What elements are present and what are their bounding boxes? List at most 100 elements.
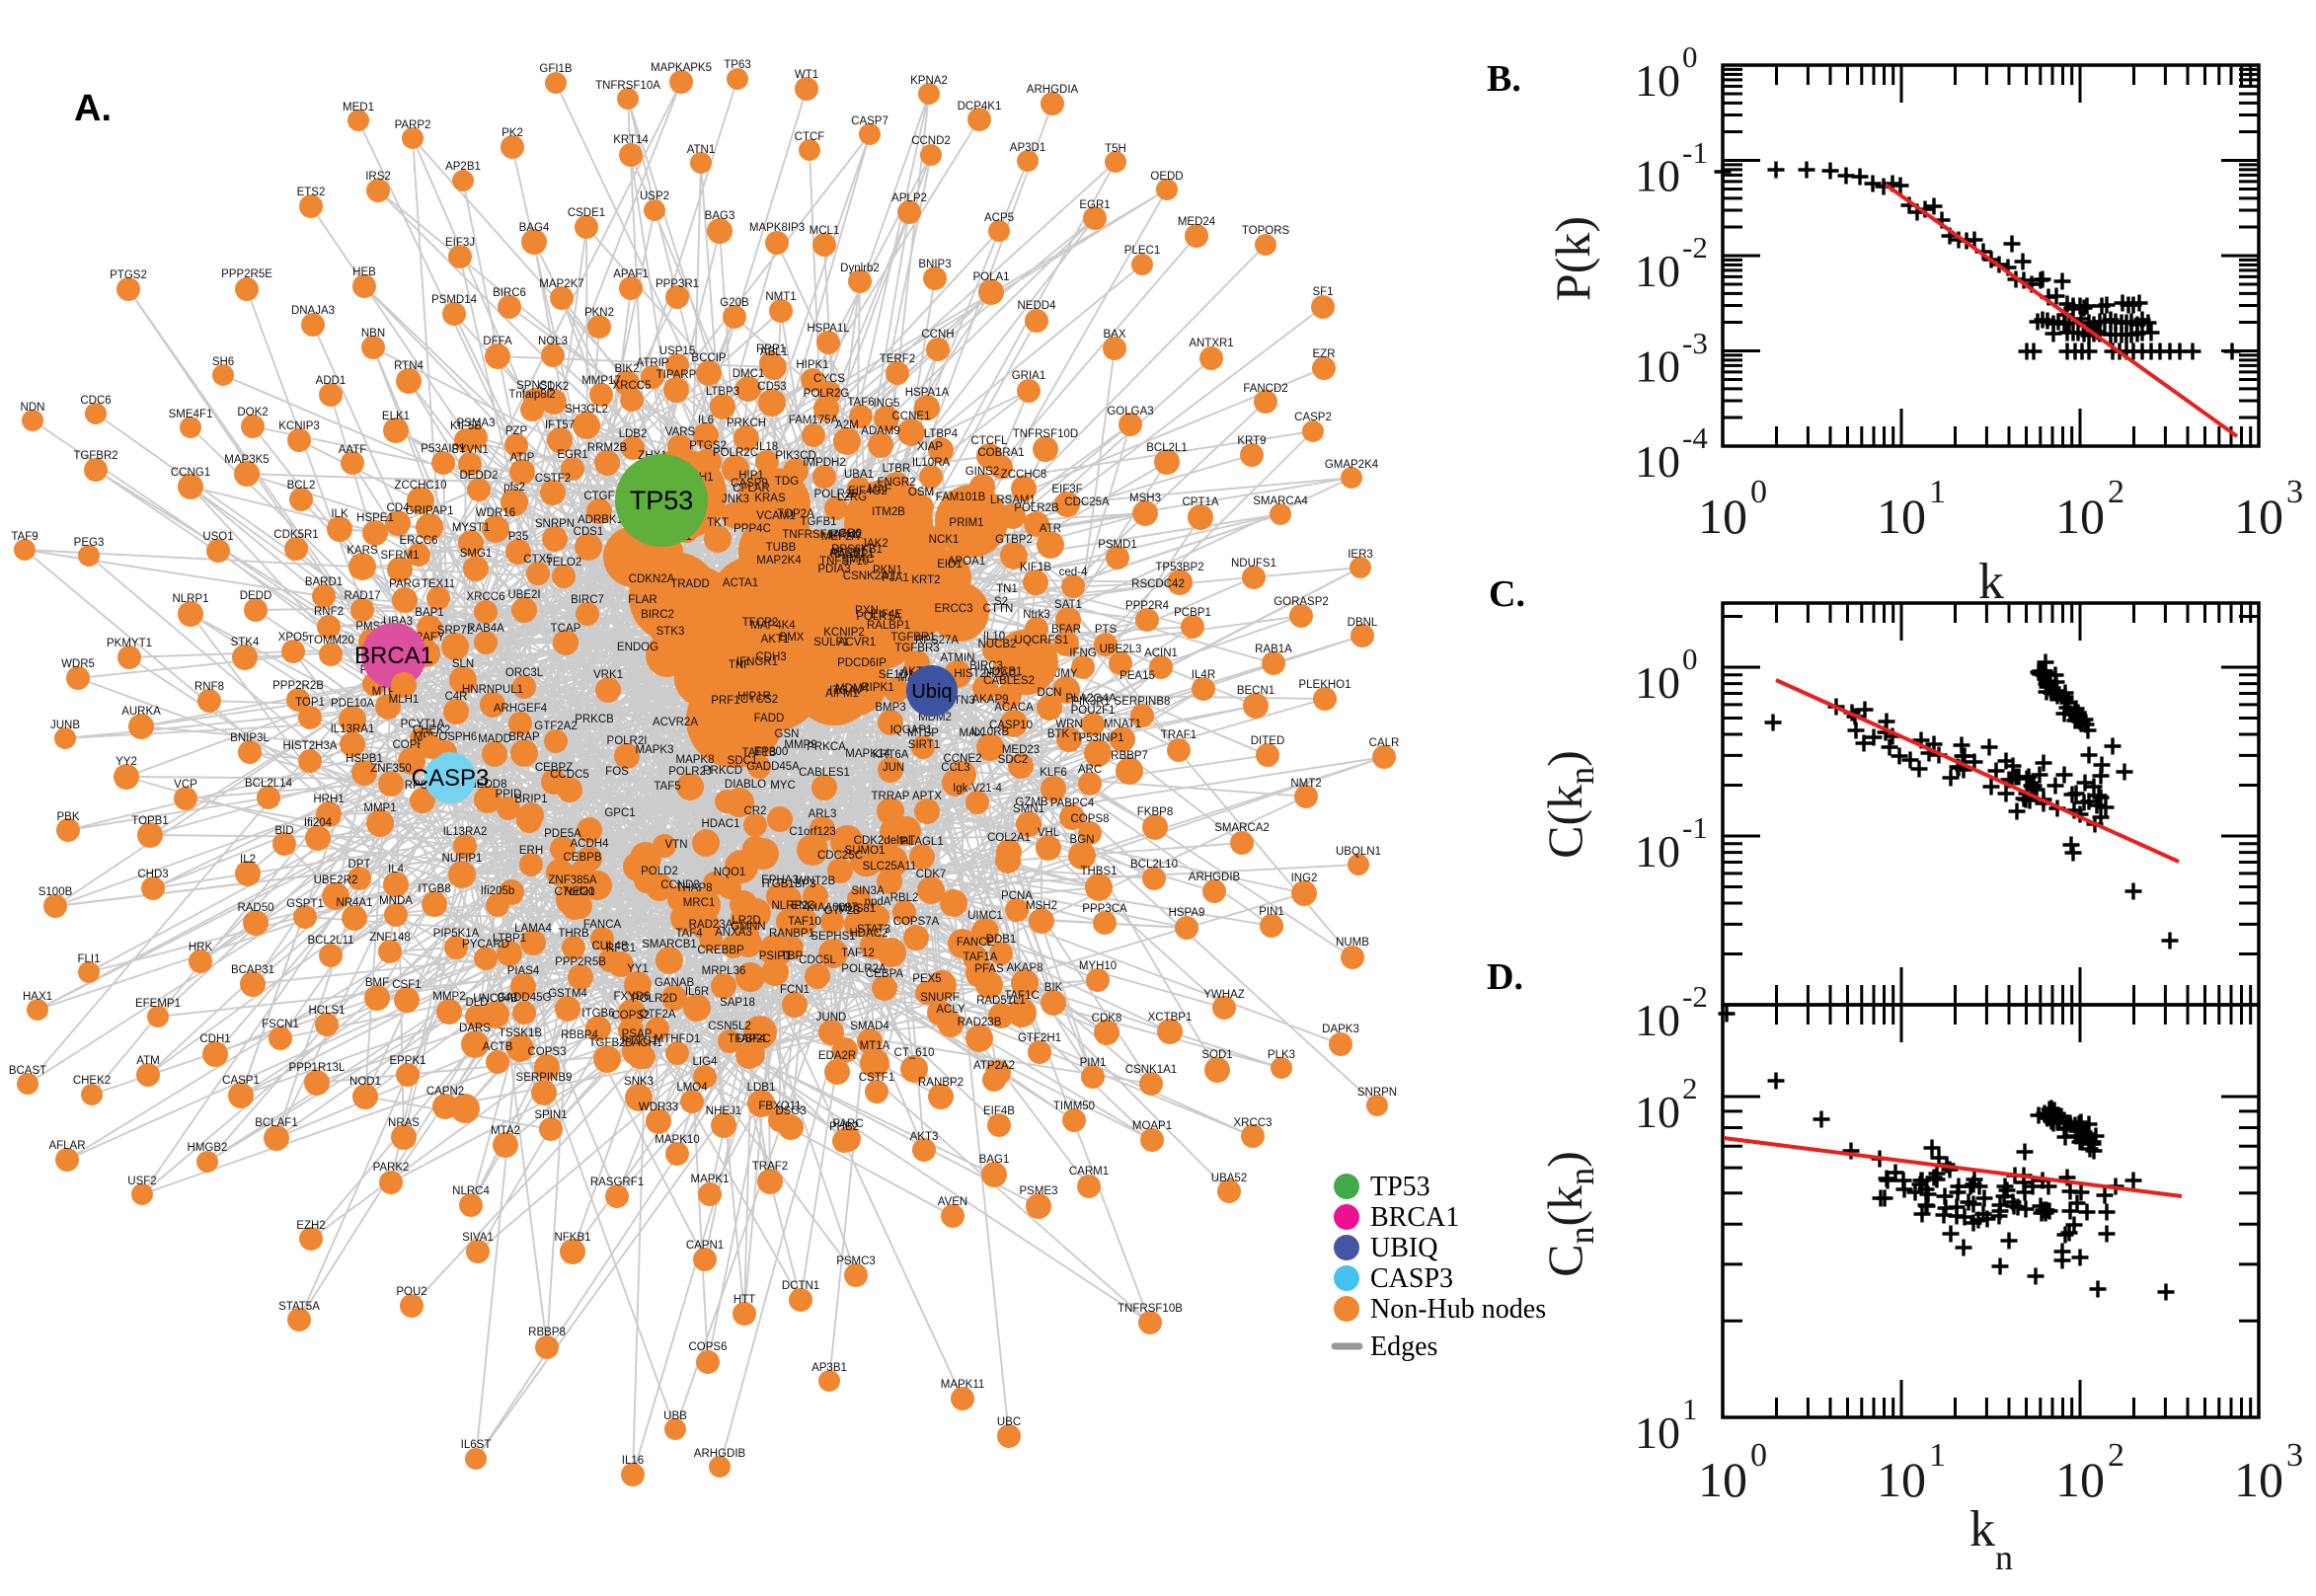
svg-text:SMARCA4: SMARCA4 [1253, 495, 1308, 507]
svg-text:IL10: IL10 [983, 631, 1005, 643]
svg-text:NRAS: NRAS [388, 1117, 420, 1129]
svg-text:10: 10 [2234, 489, 2283, 544]
svg-text:JUN: JUN [883, 762, 904, 774]
svg-text:PDCD6IP: PDCD6IP [837, 657, 887, 669]
svg-text:SH3GL2: SH3GL2 [565, 404, 608, 416]
svg-text:10: 10 [1635, 151, 1680, 201]
svg-text:S100B: S100B [39, 886, 73, 898]
svg-text:CFLAR: CFLAR [733, 483, 770, 494]
svg-text:BIK: BIK [1044, 982, 1063, 994]
svg-text:HSPE1: HSPE1 [356, 512, 394, 524]
svg-text:CDK7: CDK7 [916, 869, 947, 880]
svg-text:RRM2: RRM2 [830, 529, 863, 541]
svg-text:SEPHS1: SEPHS1 [811, 931, 855, 943]
svg-text:UBC: UBC [997, 1416, 1021, 1428]
svg-text:RPP1: RPP1 [756, 343, 786, 355]
svg-text:TUBB: TUBB [766, 542, 797, 554]
svg-text:CDC25A: CDC25A [1064, 496, 1110, 508]
svg-text:ACTB: ACTB [483, 1041, 513, 1053]
svg-text:-2: -2 [1682, 979, 1708, 1014]
svg-text:IL13RA1: IL13RA1 [331, 723, 375, 735]
svg-text:PRIM1: PRIM1 [949, 517, 983, 529]
svg-text:LTBP3: LTBP3 [706, 386, 739, 398]
svg-text:TGFB2: TGFB2 [588, 1037, 625, 1049]
svg-text:ZNF148: ZNF148 [369, 932, 411, 944]
svg-text:AKAP8: AKAP8 [1006, 962, 1042, 974]
svg-text:PSMD14: PSMD14 [431, 294, 478, 306]
svg-text:PBK: PBK [56, 811, 79, 823]
svg-text:CYCS: CYCS [813, 373, 845, 385]
svg-text:MSH3: MSH3 [1129, 493, 1161, 504]
svg-text:POLR2A: POLR2A [841, 963, 887, 975]
svg-text:FLI1: FLI1 [77, 953, 100, 965]
svg-text:PK2: PK2 [502, 127, 523, 139]
svg-text:GSTM4: GSTM4 [548, 988, 587, 1000]
svg-text:DSG3: DSG3 [775, 1105, 806, 1117]
svg-text:ITM2B: ITM2B [872, 506, 905, 518]
svg-text:ATM: ATM [136, 1055, 159, 1067]
svg-text:AVEN: AVEN [938, 1196, 967, 1208]
svg-text:CHEK2: CHEK2 [413, 724, 450, 736]
svg-text:MED1: MED1 [343, 102, 374, 114]
svg-text:CASP3: CASP3 [1370, 1263, 1453, 1294]
svg-text:WDR33: WDR33 [639, 1102, 678, 1113]
svg-text:PSMD1: PSMD1 [1098, 539, 1137, 551]
svg-text:BRAP: BRAP [508, 731, 540, 743]
svg-text:ATIP: ATIP [510, 452, 535, 464]
svg-text:CTCF: CTCF [795, 131, 825, 143]
svg-text:ACACA: ACACA [994, 702, 1034, 714]
svg-text:GPC1: GPC1 [604, 807, 635, 819]
svg-text:TNFRSF10B: TNFRSF10B [1118, 1303, 1183, 1315]
svg-text:MT1A: MT1A [860, 1040, 890, 1052]
svg-text:PTTG1: PTTG1 [621, 1035, 657, 1047]
svg-text:CCND2: CCND2 [911, 135, 951, 147]
svg-text:PSMC3: PSMC3 [836, 1255, 876, 1267]
svg-text:POLR2G: POLR2G [804, 388, 850, 400]
svg-text:PIK3CD: PIK3CD [775, 450, 816, 462]
svg-text:AFLAR: AFLAR [48, 1140, 85, 1152]
svg-text:ATMIN: ATMIN [941, 652, 975, 664]
svg-text:HIP1: HIP1 [738, 470, 764, 482]
svg-text:POLA1: POLA1 [972, 271, 1009, 283]
svg-text:TEX11: TEX11 [422, 578, 455, 590]
svg-text:C7orf20: C7orf20 [555, 886, 595, 898]
svg-text:UBIQ: UBIQ [1370, 1233, 1437, 1263]
svg-text:TIMM50: TIMM50 [1053, 1101, 1095, 1112]
svg-text:FLAR: FLAR [628, 594, 656, 606]
svg-text:SIRT1: SIRT1 [908, 739, 940, 751]
svg-text:HIPK1: HIPK1 [796, 359, 828, 371]
svg-text:RBBP8: RBBP8 [528, 1327, 566, 1338]
svg-text:GTF2A2: GTF2A2 [534, 721, 577, 732]
svg-text:S2: S2 [994, 596, 1008, 608]
svg-text:CD4: CD4 [386, 502, 410, 514]
svg-text:NLRC4: NLRC4 [452, 1185, 490, 1197]
svg-text:RNF8: RNF8 [194, 681, 224, 693]
svg-text:ARHGEF4: ARHGEF4 [494, 703, 548, 715]
svg-text:HSPA9: HSPA9 [1169, 907, 1205, 919]
svg-text:FCN1: FCN1 [780, 984, 810, 996]
svg-text:ACVR1: ACVR1 [838, 637, 876, 648]
svg-text:ENG: ENG [792, 900, 816, 912]
svg-text:KARS: KARS [347, 545, 378, 557]
svg-text:CPT1A: CPT1A [1182, 496, 1218, 508]
svg-text:10: 10 [1698, 489, 1747, 544]
svg-text:PJA1: PJA1 [882, 572, 909, 584]
svg-text:DARS: DARS [459, 1023, 491, 1034]
svg-text:BGN: BGN [1070, 834, 1095, 846]
svg-text:NEO1: NEO1 [564, 886, 594, 898]
svg-text:RNF2: RNF2 [314, 606, 344, 618]
svg-text:ANXA3: ANXA3 [715, 927, 752, 939]
svg-text:GB6: GB6 [838, 528, 861, 540]
svg-text:JMY: JMY [1055, 668, 1078, 680]
svg-text:TP53: TP53 [1370, 1172, 1430, 1202]
svg-text:BACH1: BACH1 [625, 1037, 662, 1049]
svg-text:TRRAP: TRRAP [872, 791, 910, 802]
svg-text:RAB4A: RAB4A [467, 623, 504, 635]
svg-text:SIN3A: SIN3A [851, 885, 885, 897]
svg-text:EPPK1: EPPK1 [389, 1055, 425, 1067]
svg-text:PIP5K1A: PIP5K1A [433, 928, 480, 940]
svg-text:POLR2B: POLR2B [1014, 502, 1059, 514]
svg-text:HMGB2: HMGB2 [188, 1142, 228, 1154]
svg-text:Ifi204: Ifi204 [304, 817, 333, 829]
svg-text:SLN: SLN [452, 658, 474, 670]
